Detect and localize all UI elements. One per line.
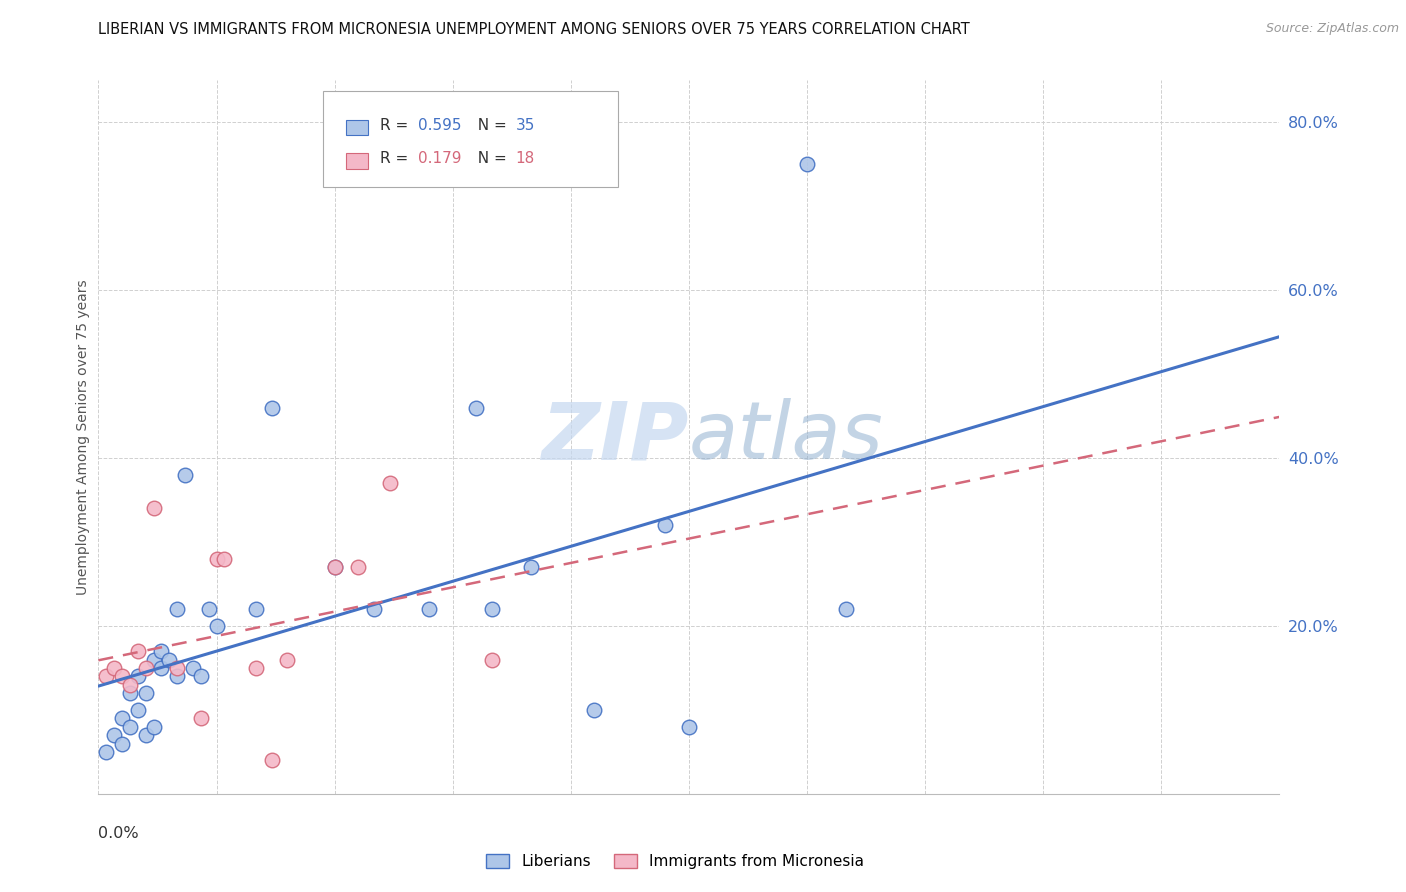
- Point: [142, 501, 165, 516]
- Point: [166, 602, 188, 616]
- Point: [835, 602, 858, 616]
- FancyBboxPatch shape: [323, 91, 619, 187]
- Point: [127, 644, 149, 658]
- Point: [363, 602, 385, 616]
- Point: [135, 661, 157, 675]
- Point: [481, 602, 503, 616]
- Point: [142, 652, 165, 666]
- Point: [111, 737, 134, 751]
- Point: [135, 686, 157, 700]
- Legend: Liberians, Immigrants from Micronesia: Liberians, Immigrants from Micronesia: [479, 848, 870, 875]
- Point: [150, 661, 173, 675]
- Point: [127, 703, 149, 717]
- Point: [111, 711, 134, 725]
- Point: [260, 753, 283, 767]
- Point: [378, 476, 401, 491]
- Text: N =: N =: [468, 118, 512, 133]
- Text: Source: ZipAtlas.com: Source: ZipAtlas.com: [1265, 22, 1399, 36]
- Point: [190, 669, 212, 683]
- Text: atlas: atlas: [689, 398, 884, 476]
- Point: [481, 652, 503, 666]
- Point: [583, 703, 606, 717]
- Text: 0.0%: 0.0%: [98, 826, 139, 841]
- Point: [166, 669, 188, 683]
- Point: [654, 518, 676, 533]
- Point: [347, 560, 370, 574]
- Text: R =: R =: [380, 118, 412, 133]
- Y-axis label: Unemployment Among Seniors over 75 years: Unemployment Among Seniors over 75 years: [76, 279, 90, 595]
- Point: [323, 560, 346, 574]
- Text: 35: 35: [516, 118, 534, 133]
- Point: [418, 602, 440, 616]
- FancyBboxPatch shape: [346, 120, 368, 136]
- Text: R =: R =: [380, 152, 412, 166]
- Text: 0.179: 0.179: [419, 152, 463, 166]
- Point: [205, 551, 228, 566]
- Point: [157, 652, 180, 666]
- Point: [245, 661, 267, 675]
- Point: [245, 602, 267, 616]
- Point: [118, 720, 141, 734]
- Point: [118, 686, 141, 700]
- Point: [276, 652, 298, 666]
- Text: 0.595: 0.595: [419, 118, 463, 133]
- Point: [150, 644, 173, 658]
- Point: [520, 560, 543, 574]
- Text: N =: N =: [468, 152, 512, 166]
- Text: LIBERIAN VS IMMIGRANTS FROM MICRONESIA UNEMPLOYMENT AMONG SENIORS OVER 75 YEARS : LIBERIAN VS IMMIGRANTS FROM MICRONESIA U…: [98, 22, 970, 37]
- Point: [181, 661, 204, 675]
- Point: [96, 745, 118, 759]
- Point: [142, 720, 165, 734]
- Point: [103, 728, 125, 742]
- Point: [796, 157, 818, 171]
- Point: [190, 711, 212, 725]
- Point: [111, 669, 134, 683]
- Point: [465, 401, 488, 415]
- Point: [205, 619, 228, 633]
- Point: [96, 669, 118, 683]
- Point: [197, 602, 219, 616]
- Point: [323, 560, 346, 574]
- Point: [166, 661, 188, 675]
- Point: [214, 551, 236, 566]
- Point: [174, 467, 197, 482]
- FancyBboxPatch shape: [346, 153, 368, 169]
- Point: [260, 401, 283, 415]
- Point: [103, 661, 125, 675]
- Point: [135, 728, 157, 742]
- Text: ZIP: ZIP: [541, 398, 689, 476]
- Point: [678, 720, 700, 734]
- Point: [118, 678, 141, 692]
- Text: 18: 18: [516, 152, 534, 166]
- Point: [127, 669, 149, 683]
